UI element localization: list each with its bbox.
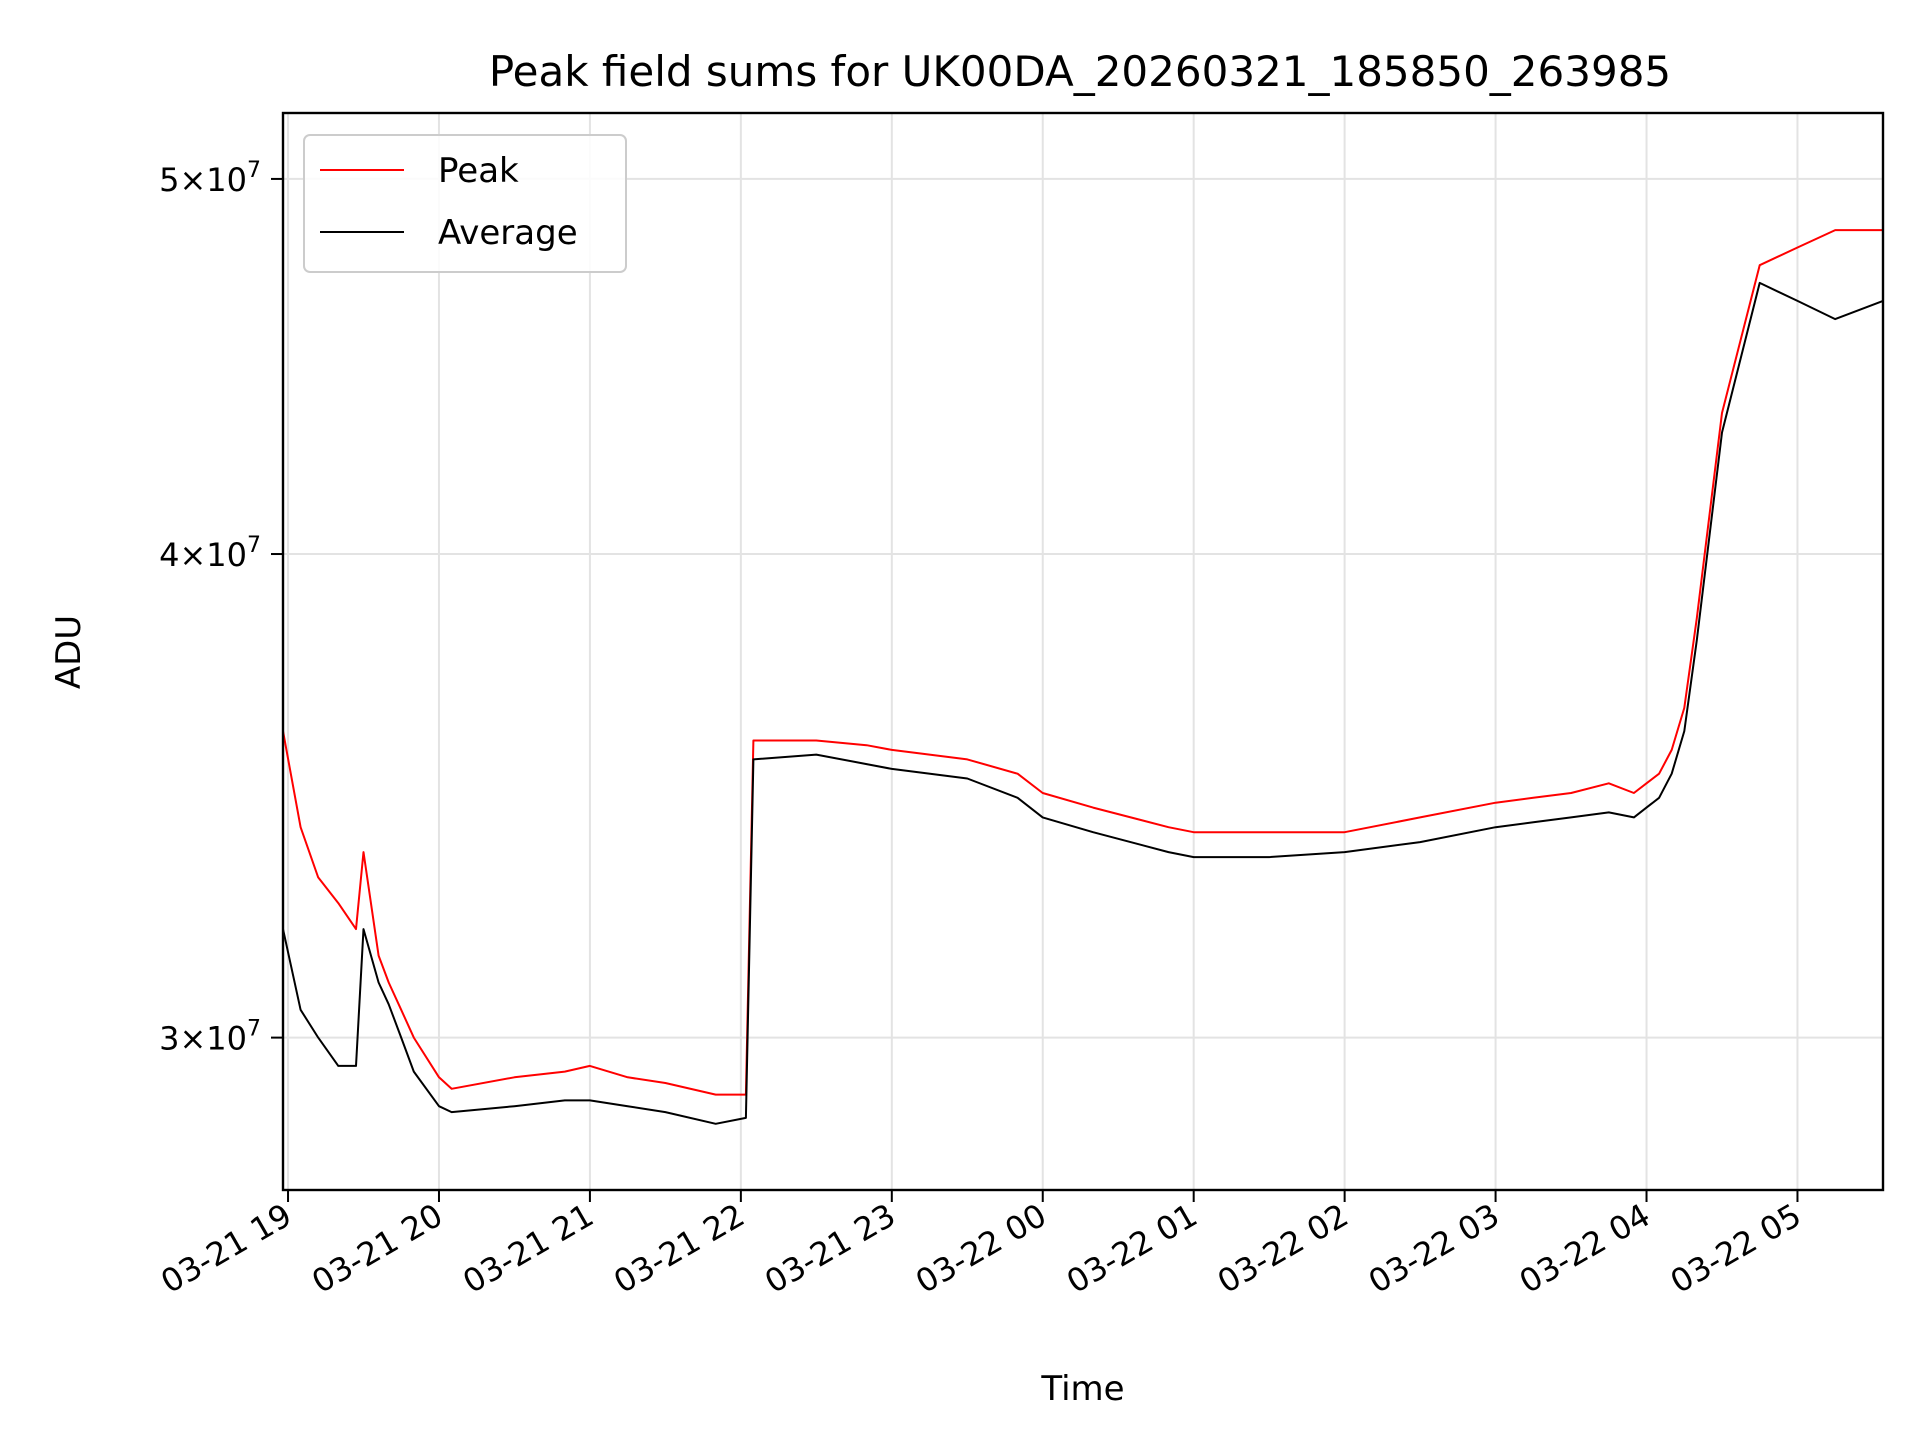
x-axis-label: Time [1040,1369,1124,1409]
legend-label-peak: Peak [438,151,519,191]
y-tick-label: 5×107 [159,158,261,199]
series-line-peak [283,229,1883,1096]
legend-label-average: Average [438,213,578,253]
series-lines [283,229,1883,1125]
y-axis-ticks: 3×107 4×107 5×107 [159,158,283,1058]
plot-frame [281,111,1885,1192]
series-line-average [283,281,1883,1125]
legend: Peak Average [303,134,627,273]
y-tick-label: 3×107 [159,1017,261,1058]
y-tick-label: 4×107 [159,533,261,574]
chart-title: Peak field sums for UK00DA_20260321_1858… [489,47,1671,96]
grid [283,113,1883,1190]
y-axis-label: ADU [49,615,89,689]
